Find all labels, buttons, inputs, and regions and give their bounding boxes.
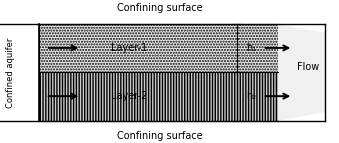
Text: Flow: Flow bbox=[297, 62, 320, 72]
Text: Confining surface: Confining surface bbox=[117, 131, 202, 141]
Text: h₁: h₁ bbox=[246, 43, 256, 53]
Bar bbox=[39, 72, 278, 121]
Text: Confining surface: Confining surface bbox=[117, 3, 202, 13]
Text: Confined aquifer: Confined aquifer bbox=[6, 37, 15, 108]
Text: Layer-1: Layer-1 bbox=[111, 43, 147, 53]
Text: Layer-2: Layer-2 bbox=[111, 91, 147, 101]
Polygon shape bbox=[278, 24, 325, 121]
Text: h₂: h₂ bbox=[246, 91, 256, 101]
Bar bbox=[39, 24, 278, 72]
